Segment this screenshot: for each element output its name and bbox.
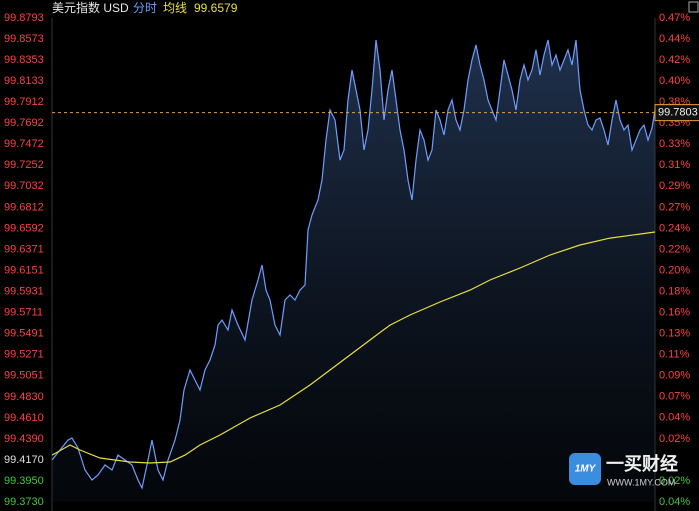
y2-tick-label: 0.27% <box>659 201 690 213</box>
avg-label: 均线 <box>163 1 187 15</box>
y-tick-label: 99.6592 <box>4 222 44 234</box>
y2-tick-label: 0.02% <box>659 433 690 445</box>
y2-tick-label: 0.31% <box>659 159 690 171</box>
y2-tick-label: 0.02% <box>659 475 690 487</box>
y-tick-label: 99.4830 <box>4 391 44 403</box>
y2-tick-label: 0.16% <box>659 307 690 319</box>
y-tick-label: 99.5051 <box>4 370 44 382</box>
price-area <box>52 40 655 502</box>
y2-tick-label: 0.40% <box>659 75 690 87</box>
y2-tick-label: 0.29% <box>659 180 690 192</box>
y2-tick-label: 0.07% <box>659 391 690 403</box>
y-tick-label: 99.4170 <box>4 454 44 466</box>
y2-tick-label: 0.44% <box>659 33 690 45</box>
y2-tick-label: 0.11% <box>659 349 690 361</box>
y2-tick-label: 0.33% <box>659 138 690 150</box>
y-tick-label: 99.3730 <box>4 496 44 508</box>
y-tick-label: 99.5271 <box>4 349 44 361</box>
menu-icon[interactable] <box>688 1 699 13</box>
y-tick-label: 99.5931 <box>4 286 44 298</box>
reference-label-box <box>654 104 699 122</box>
watermark-url: WWW.1MY.COM <box>607 477 675 487</box>
y2-tick-label: 0.47% <box>659 12 690 24</box>
y-tick-label: 99.7692 <box>4 117 44 129</box>
y-tick-label: 99.8573 <box>4 33 44 45</box>
y-tick-label: 99.7472 <box>4 138 44 150</box>
y2-tick-label: 0.18% <box>659 285 690 297</box>
y2-tick-label: 0.13% <box>659 328 690 340</box>
mode-label: 分时 <box>133 1 157 15</box>
y-tick-label: 99.8793 <box>4 12 44 24</box>
y-tick-label: 99.6812 <box>4 201 44 213</box>
y-tick-label: 99.3950 <box>4 475 44 487</box>
price-line <box>51 39 656 490</box>
y-tick-label: 99.6371 <box>4 243 44 255</box>
y-tick-label: 99.5711 <box>4 307 43 319</box>
y-tick-label: 99.6151 <box>4 264 44 276</box>
y2-tick-label: 0.24% <box>659 222 690 234</box>
reference-label: 99.7803 <box>658 107 698 119</box>
y-tick-label: 99.7252 <box>4 159 44 171</box>
watermark-name: 一买财经 <box>606 453 678 474</box>
avg-line <box>51 231 656 464</box>
chart-title: 美元指数 USD <box>52 0 129 15</box>
y-tick-label: 99.8133 <box>4 75 44 87</box>
y-tick-label: 99.4390 <box>4 433 44 445</box>
y2-tick-label: 0.42% <box>659 54 690 66</box>
y-tick-label: 99.7032 <box>4 180 44 192</box>
watermark-logo-bg <box>569 453 601 485</box>
y2-tick-label: 0.22% <box>659 243 690 255</box>
y2-tick-label: 0.04% <box>659 412 690 424</box>
y-tick-label: 99.4610 <box>4 412 44 424</box>
y-tick-label: 99.5491 <box>4 328 44 340</box>
watermark-logo: 1MY <box>575 464 597 475</box>
y2-tick-label: 0.04% <box>659 496 690 508</box>
plot-area: 99.8793 99.8573 99.8353 99.8133 99.7912 99.76… <box>4 12 699 508</box>
y-tick-label: 99.8353 <box>4 54 44 66</box>
y-tick-label: 99.7912 <box>4 96 44 108</box>
avg-value: 99.6579 <box>194 1 238 15</box>
watermark: 1MY 一买财经 WWW.1MY.COM <box>569 453 678 487</box>
y2-tick-label: 0.09% <box>659 370 690 382</box>
y2-tick-label: 0.20% <box>659 264 690 276</box>
